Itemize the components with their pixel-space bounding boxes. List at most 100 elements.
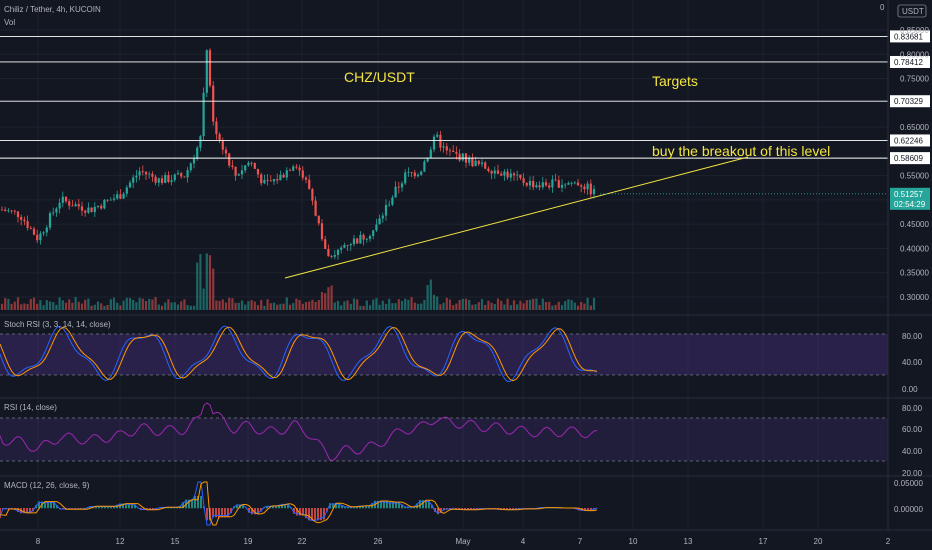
volume-bar (260, 299, 263, 310)
volume-bar (160, 305, 164, 310)
macd-histogram-bar (311, 508, 313, 521)
volume-bar (317, 299, 320, 310)
price-candles (0, 48, 596, 260)
candle-body (384, 205, 388, 216)
volume-bar (285, 297, 288, 310)
candle-body (538, 185, 541, 188)
macd-histogram-bar (131, 503, 133, 509)
macd-histogram-bar (401, 504, 403, 509)
macd-histogram-bar (98, 506, 100, 509)
candle-body (426, 157, 429, 162)
candle-body (106, 199, 109, 201)
candle-body (292, 166, 295, 171)
volume-bar (36, 303, 39, 310)
volume-bar (343, 301, 346, 310)
macd-histogram-bar (293, 508, 295, 514)
candle-body (170, 180, 173, 182)
volume-bar (128, 297, 132, 310)
candle-body (160, 178, 164, 184)
volume-bar (340, 305, 343, 310)
macd-histogram-bar (335, 503, 337, 509)
volume-bar (141, 298, 144, 310)
volume-bar (109, 299, 112, 310)
macd-histogram-bar (251, 508, 253, 515)
candle-body (135, 175, 138, 178)
targets-annotation: Targets (652, 73, 698, 89)
volume-bar (336, 300, 340, 310)
last-price-label: 0.51257 (894, 190, 923, 199)
volume-bar (580, 302, 583, 310)
volume-bar (119, 305, 122, 310)
macd-histogram-bar (383, 500, 385, 509)
candle-body (311, 189, 314, 201)
candle-body (48, 213, 52, 228)
currency-badge[interactable] (897, 4, 927, 18)
macd-histogram-bar (332, 503, 334, 509)
time-tick-label: 10 (629, 537, 638, 546)
volume-bar (477, 302, 480, 310)
candle-body (554, 179, 557, 181)
volume-bar (74, 297, 77, 310)
macd-histogram-bar (590, 508, 592, 511)
candle-body (487, 168, 490, 172)
candle-body (372, 230, 375, 236)
volume-bar (448, 299, 452, 310)
macd-histogram-bar (329, 503, 331, 509)
volume-bar (154, 297, 157, 310)
stoch-k-line (0, 325, 598, 383)
candle-body (199, 136, 202, 148)
macd-histogram-bar (53, 501, 55, 509)
candle-body (154, 176, 157, 183)
volume-bar (560, 305, 564, 310)
volume-bar (554, 304, 557, 310)
candle-body (231, 165, 234, 167)
candle-body (61, 196, 64, 203)
macd-histogram-bar (113, 506, 115, 509)
price-tick-label: 0.75000 (900, 75, 929, 84)
candle-body (71, 205, 74, 207)
macd-histogram-bar (122, 503, 124, 509)
macd-histogram-bar (296, 508, 298, 516)
volume-bar (509, 305, 512, 310)
time-tick-label: 20 (814, 537, 823, 546)
macd-histogram-bar (314, 508, 316, 521)
candle-body (349, 244, 352, 246)
macd-histogram-bar (227, 508, 229, 518)
volume-bar (61, 300, 64, 310)
level-label: 0.70329 (894, 97, 923, 106)
candle-body (490, 171, 493, 174)
macd-histogram-bar (224, 508, 226, 518)
candle-body (128, 182, 132, 188)
volume-bar (48, 301, 52, 310)
macd-histogram-bar (416, 503, 418, 509)
macd-histogram-bar (320, 508, 322, 521)
volume-bar (276, 304, 279, 310)
candle-body (397, 186, 400, 188)
volume-bar (324, 293, 327, 310)
candle-body (272, 179, 276, 182)
volume-bar (493, 304, 496, 310)
volume-bar (519, 300, 522, 310)
macd-histogram-bar (56, 505, 58, 509)
breakout-annotation: buy the breakout of this level (652, 143, 830, 159)
macd-histogram-bar (434, 508, 436, 512)
macd-histogram-bar (428, 500, 430, 509)
candle-body (234, 166, 237, 176)
grid-lines (0, 0, 889, 530)
candle-body (157, 178, 160, 183)
candle-body (39, 233, 42, 241)
macd-histogram-bar (398, 502, 400, 509)
candle-body (244, 165, 247, 171)
candle-body (484, 162, 487, 169)
candle-body (592, 189, 596, 195)
macd-histogram-bar (200, 496, 202, 509)
candle-body (343, 244, 346, 248)
macd-histogram-bar (236, 504, 238, 509)
time-tick-label: 26 (374, 537, 383, 546)
candle-body (544, 182, 548, 186)
volume-bar (164, 302, 167, 310)
volume-bar (196, 262, 199, 310)
candle-body (282, 174, 285, 178)
macd-histogram-bar (344, 506, 346, 509)
